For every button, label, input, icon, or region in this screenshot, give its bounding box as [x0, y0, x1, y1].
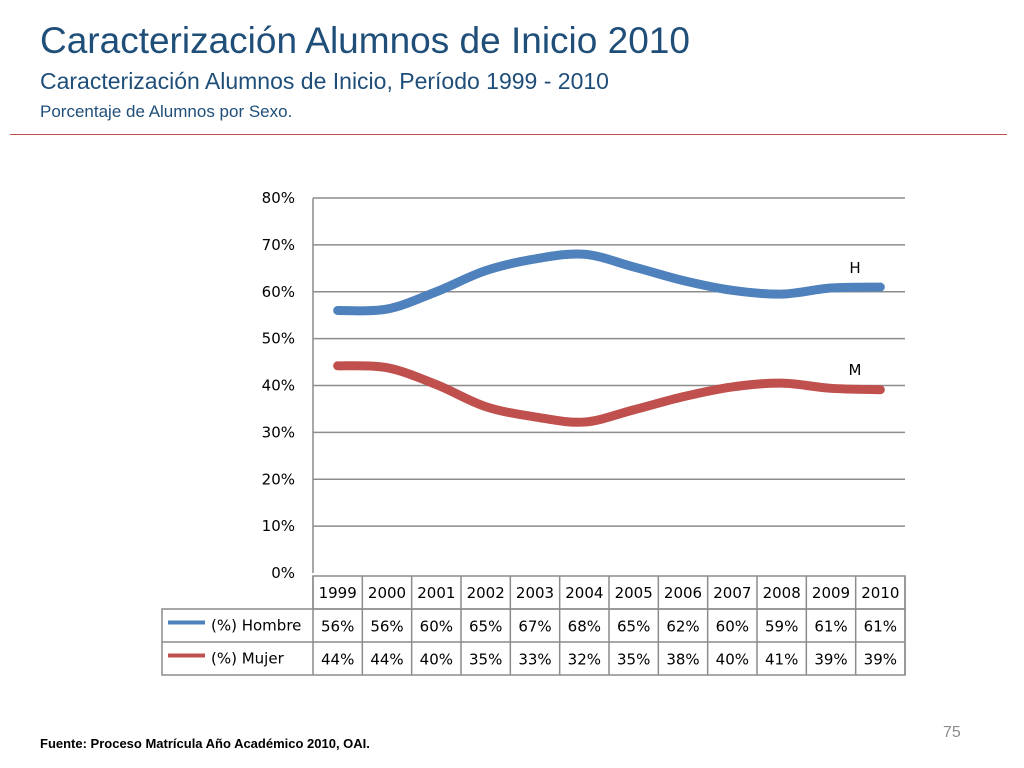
- data-label: 40%: [420, 651, 453, 669]
- data-label: 60%: [716, 618, 749, 636]
- series-line-hombre: [333, 249, 885, 316]
- x-tick-label: 2010: [861, 584, 899, 602]
- x-tick-label: 2008: [763, 584, 801, 602]
- chart-caption: Porcentaje de Alumnos por Sexo.: [40, 102, 293, 121]
- y-tick-label: 80%: [262, 189, 295, 207]
- x-tick-label: 2005: [615, 584, 653, 602]
- series-label-m: M: [849, 361, 862, 379]
- slide-subtitle: Caracterización Alumnos de Inicio, Perío…: [40, 68, 609, 94]
- x-tick-label: 2003: [516, 584, 554, 602]
- data-label: 61%: [864, 618, 897, 636]
- data-label: 40%: [716, 651, 749, 669]
- y-tick-label: 30%: [262, 423, 295, 441]
- data-label: 59%: [765, 618, 798, 636]
- legend-label: (%) Mujer: [211, 650, 285, 668]
- x-tick-label: 2006: [664, 584, 702, 602]
- y-tick-label: 40%: [262, 377, 295, 395]
- data-label: 38%: [666, 651, 699, 669]
- data-label: 39%: [814, 651, 847, 669]
- y-tick-label: 0%: [271, 564, 295, 582]
- data-label: 35%: [469, 651, 502, 669]
- data-label: 44%: [321, 651, 354, 669]
- data-label: 44%: [370, 651, 403, 669]
- source-note: Fuente: Proceso Matrícula Año Académico …: [40, 736, 370, 751]
- series-lines: [333, 249, 885, 427]
- data-label: 60%: [420, 618, 453, 636]
- slide-title: Caracterización Alumnos de Inicio 2010: [40, 20, 690, 61]
- y-tick-label: 50%: [262, 330, 295, 348]
- data-label: 65%: [469, 618, 502, 636]
- x-tick-label: 2002: [467, 584, 505, 602]
- x-tick-label: 2004: [565, 584, 603, 602]
- x-tick-label: 2007: [713, 584, 751, 602]
- data-label: 41%: [765, 651, 798, 669]
- x-tick-label: 1999: [319, 584, 357, 602]
- data-label: 33%: [518, 651, 551, 669]
- header-divider: [10, 134, 1007, 135]
- y-axis-ticks: 0% 10% 20% 30% 40% 50% 60% 70% 80%: [262, 189, 295, 582]
- data-label: 32%: [568, 651, 601, 669]
- y-tick-label: 10%: [262, 517, 295, 535]
- y-tick-label: 20%: [262, 470, 295, 488]
- y-tick-label: 70%: [262, 236, 295, 254]
- series-line-mujer: [333, 361, 885, 427]
- data-label: 56%: [370, 618, 403, 636]
- data-table: 1999 2000 2001 2002 2003 2004 2005 2006 2007 2008…: [161, 575, 906, 676]
- x-tick-label: 2001: [417, 584, 455, 602]
- data-label: 65%: [617, 618, 650, 636]
- series-label-h: H: [849, 259, 860, 277]
- data-label: 39%: [864, 651, 897, 669]
- x-tick-label: 2009: [812, 584, 850, 602]
- series-labels: HM: [849, 259, 862, 379]
- legend-label: (%) Hombre: [211, 617, 301, 635]
- data-label: 67%: [518, 618, 551, 636]
- page-number: 75: [943, 724, 961, 741]
- data-label: 35%: [617, 651, 650, 669]
- data-label: 56%: [321, 618, 354, 636]
- x-tick-label: 2000: [368, 584, 406, 602]
- data-label: 62%: [666, 618, 699, 636]
- data-label: 68%: [568, 618, 601, 636]
- y-tick-label: 60%: [262, 283, 295, 301]
- data-label: 61%: [814, 618, 847, 636]
